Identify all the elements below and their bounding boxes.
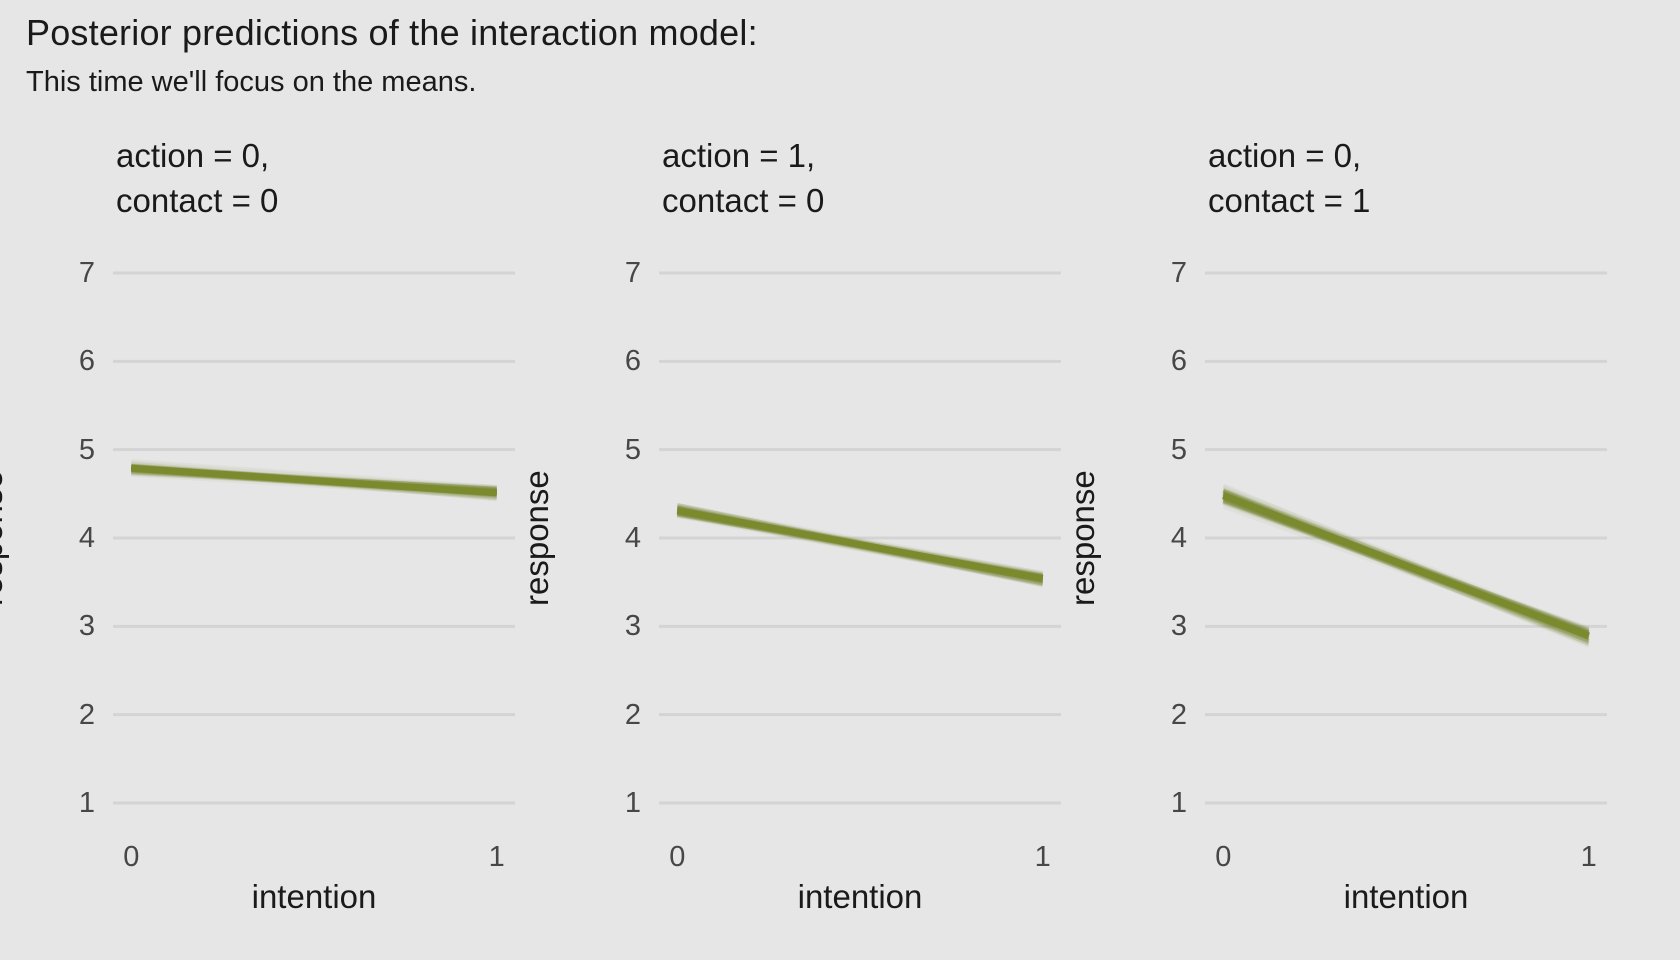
facet-label-line2: contact = 0: [662, 182, 825, 219]
plot-area: [659, 271, 1061, 805]
y-axis-title: response: [518, 470, 555, 606]
y-tick-label: 3: [624, 610, 641, 643]
y-tick-label: 6: [624, 345, 641, 378]
y-tick-label: 1: [78, 786, 95, 819]
mean-line: [131, 464, 497, 497]
chart-title: Posterior predictions of the interaction…: [26, 12, 758, 53]
mean-line: [1222, 492, 1590, 640]
facet-panel-action0-contact0: action = 0, contact = 0 response 1 2 3 4 5 6 7…: [0, 0, 515, 960]
y-axis-title: response: [0, 470, 9, 606]
y-tick-label: 5: [1170, 433, 1187, 466]
mean-line: [676, 507, 1044, 583]
y-axis-tick-labels: 1 2 3 4 5 6 7: [21, 246, 95, 830]
y-tick-label: 1: [1170, 786, 1187, 819]
y-axis-tick-labels: 1 2 3 4 5 6 7: [1113, 246, 1187, 830]
x-axis-title: intention: [251, 878, 377, 915]
y-axis-tick-labels: 1 2 3 4 5 6 7: [567, 246, 641, 830]
facet-label-line1: action = 0,: [1208, 137, 1362, 174]
x-tick-label: 0: [669, 841, 686, 873]
y-tick-label: 2: [78, 698, 95, 731]
facet-label-line2: contact = 1: [1208, 182, 1371, 219]
y-tick-label: 4: [624, 521, 641, 554]
y-tick-label: 7: [1170, 257, 1187, 289]
y-tick-label: 6: [78, 345, 95, 378]
x-tick-label: 1: [1580, 841, 1597, 873]
x-tick-label: 0: [123, 841, 140, 873]
chart-subtitle: This time we'll focus on the means.: [26, 66, 477, 98]
x-tick-label: 0: [1215, 841, 1232, 873]
facet-label-line2: contact = 0: [116, 182, 279, 219]
gridlines: [659, 271, 1061, 805]
y-tick-label: 4: [1170, 521, 1187, 554]
gridlines: [113, 271, 515, 805]
plot-area: [1205, 271, 1607, 805]
y-tick-label: 4: [78, 521, 95, 554]
y-tick-label: 7: [78, 257, 95, 289]
facet-panel-action1-contact0: action = 1, contact = 0 response 1 2 3 4 5 6 7…: [518, 0, 1061, 960]
facet-label-line1: action = 1,: [662, 137, 816, 174]
facet-panel-action0-contact1: action = 0, contact = 1 response 1 2 3 4 5 6 7…: [1064, 0, 1607, 960]
facet-label: action = 1, contact = 0: [662, 133, 824, 223]
x-tick-label: 1: [488, 841, 505, 873]
plot-area: [113, 271, 515, 805]
y-tick-label: 1: [624, 786, 641, 819]
x-axis-title: intention: [1343, 878, 1469, 915]
facet-label: action = 0, contact = 0: [116, 133, 278, 223]
y-tick-label: 2: [624, 698, 641, 731]
facet-label: action = 0, contact = 1: [1208, 133, 1370, 223]
y-tick-label: 5: [78, 433, 95, 466]
facet-label-line1: action = 0,: [116, 137, 270, 174]
gridlines: [1205, 271, 1607, 805]
y-tick-label: 3: [78, 610, 95, 643]
y-tick-label: 3: [1170, 610, 1187, 643]
y-tick-label: 2: [1170, 698, 1187, 731]
y-axis-title: response: [1064, 470, 1101, 606]
x-tick-label: 1: [1034, 841, 1051, 873]
y-tick-label: 6: [1170, 345, 1187, 378]
y-tick-label: 5: [624, 433, 641, 466]
x-axis-title: intention: [797, 878, 923, 915]
y-tick-label: 7: [624, 257, 641, 289]
